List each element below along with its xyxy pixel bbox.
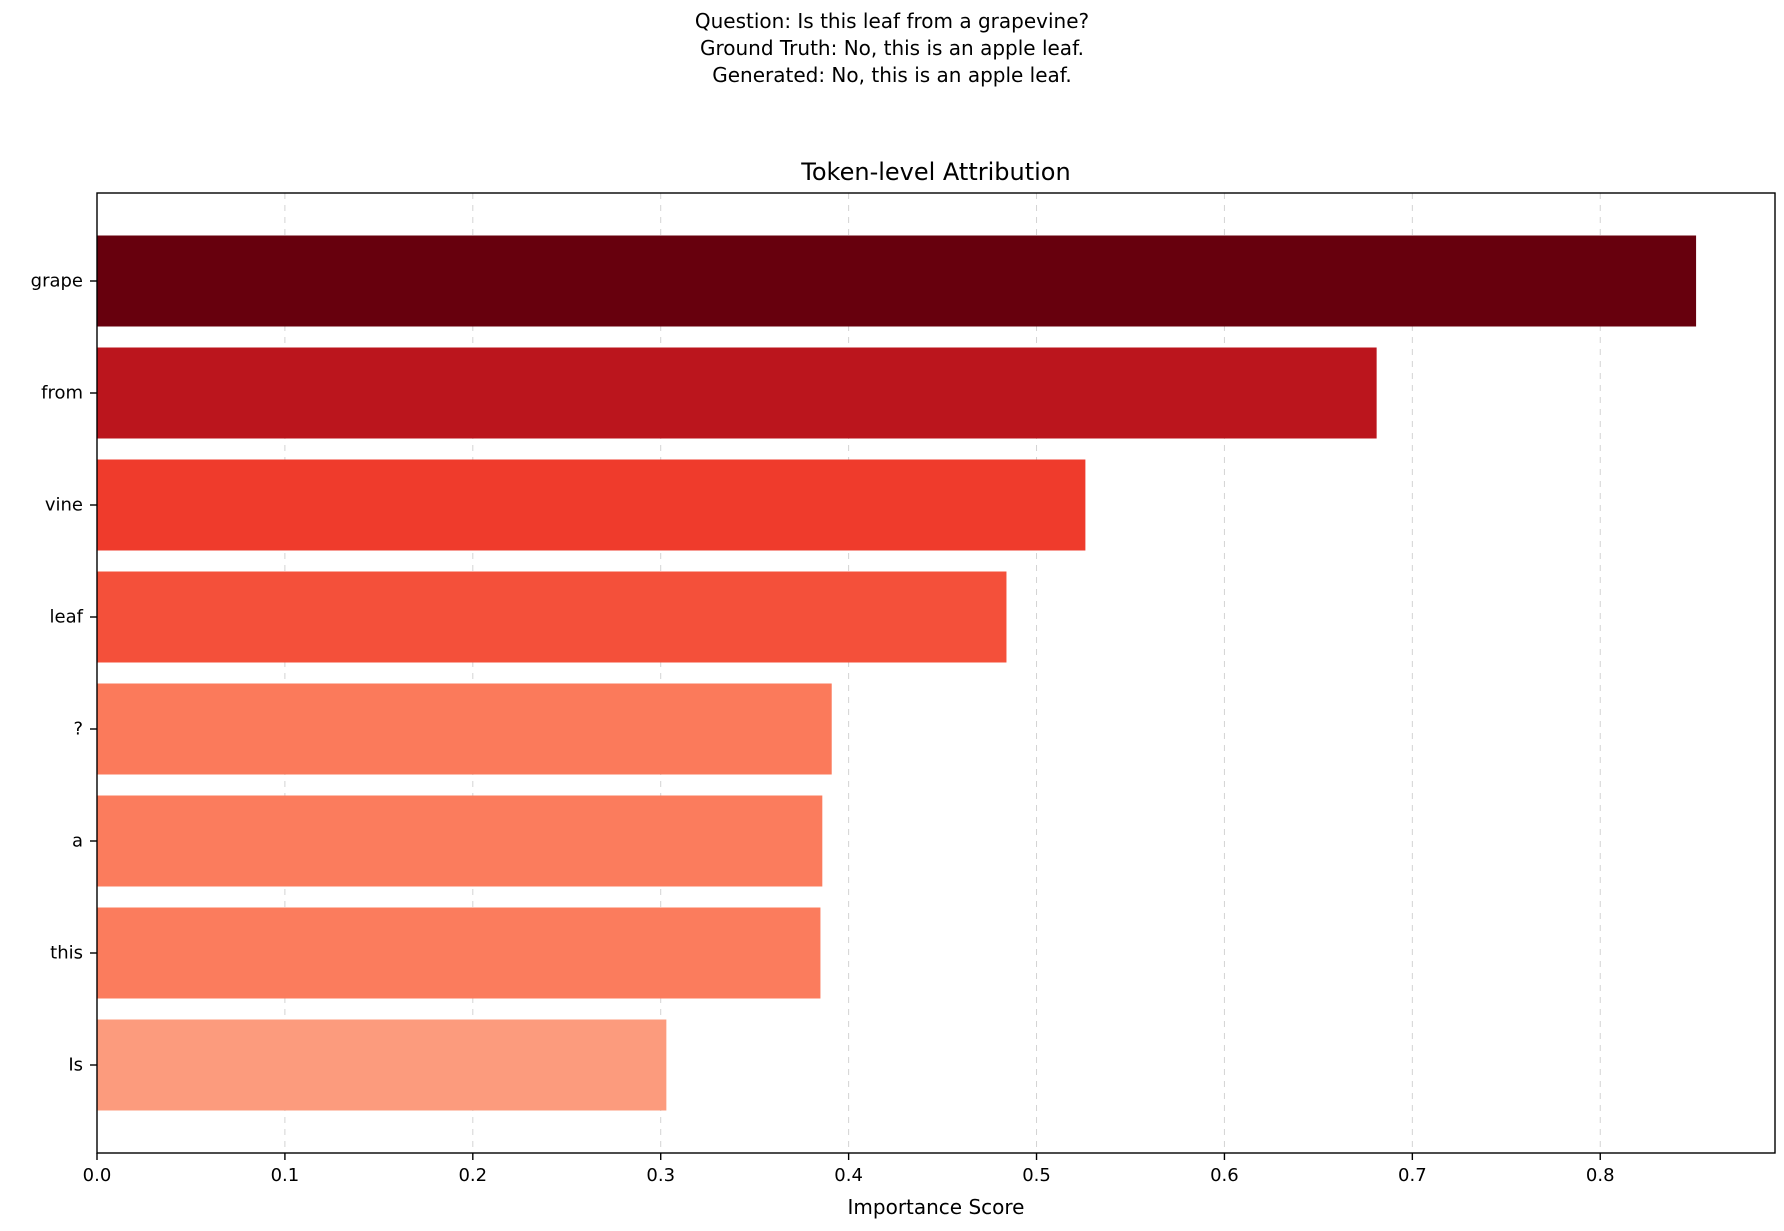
x-tick-label-3: 0.3 bbox=[646, 1165, 675, 1186]
ground-truth-text: Ground Truth: No, this is an apple leaf. bbox=[699, 36, 1085, 60]
x-axis-title: Importance Score bbox=[848, 1195, 1025, 1219]
bar-0 bbox=[97, 235, 1697, 327]
y-tick-label-1: from bbox=[41, 383, 83, 404]
bars bbox=[97, 235, 1697, 1111]
y-tick-label-4: ? bbox=[73, 719, 83, 740]
y-tick-label-0: grape bbox=[31, 271, 83, 292]
bar-5 bbox=[97, 795, 823, 887]
y-tick-label-7: Is bbox=[68, 1055, 83, 1076]
y-tick-label-2: vine bbox=[45, 495, 83, 516]
bar-2 bbox=[97, 459, 1086, 551]
question-text: Question: Is this leaf from a grapevine? bbox=[694, 9, 1090, 33]
bar-6 bbox=[97, 907, 821, 999]
figure-header: Question: Is this leaf from a grapevine?… bbox=[0, 8, 1784, 89]
x-axis-ticks: 0.0 0.1 0.2 0.3 0.4 0.5 0.6 0.7 0.8 bbox=[83, 1153, 1615, 1186]
x-tick-label-1: 0.1 bbox=[271, 1165, 300, 1186]
bar-3 bbox=[97, 571, 1007, 663]
x-tick-label-0: 0.0 bbox=[83, 1165, 112, 1186]
y-tick-label-6: this bbox=[50, 943, 83, 964]
x-tick-label-6: 0.6 bbox=[1210, 1165, 1239, 1186]
bar-7 bbox=[97, 1019, 667, 1111]
bar-1 bbox=[97, 347, 1377, 439]
x-tick-label-5: 0.5 bbox=[1022, 1165, 1051, 1186]
x-tick-label-4: 0.4 bbox=[834, 1165, 863, 1186]
grid-lines bbox=[284, 193, 1601, 1153]
bar-4 bbox=[97, 683, 832, 775]
generated-text: Generated: No, this is an apple leaf. bbox=[712, 63, 1072, 87]
plot-area-frame bbox=[96, 192, 1776, 1154]
y-axis-ticks: grape from vine leaf? a this Is bbox=[31, 271, 97, 1076]
x-tick-label-7: 0.7 bbox=[1398, 1165, 1427, 1186]
chart-title: Token-level Attribution bbox=[800, 158, 1070, 186]
x-tick-label-8: 0.8 bbox=[1586, 1165, 1615, 1186]
y-tick-label-3: leaf bbox=[50, 607, 84, 628]
x-tick-label-2: 0.2 bbox=[458, 1165, 487, 1186]
y-tick-label-5: a bbox=[72, 831, 83, 852]
